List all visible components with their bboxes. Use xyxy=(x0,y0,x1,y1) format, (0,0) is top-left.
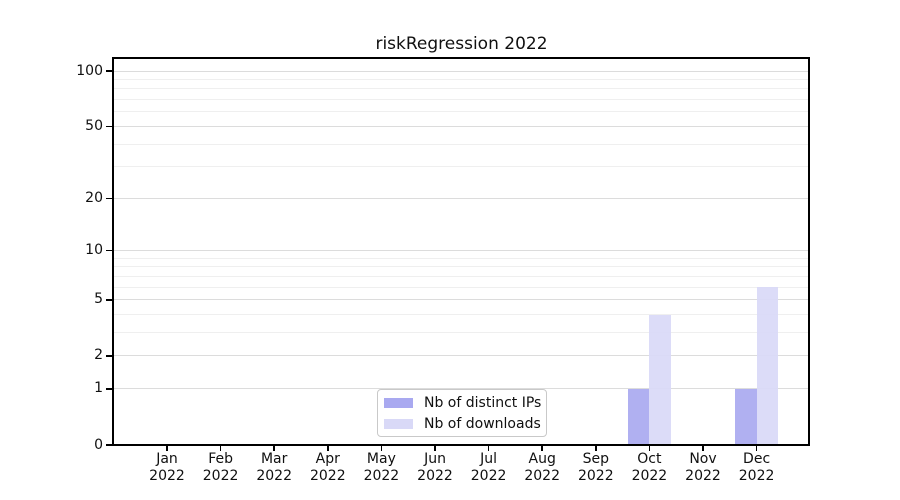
x-tick xyxy=(219,446,222,451)
x-tick-label: Dec 2022 xyxy=(727,451,787,484)
x-tick-label-line: 2022 xyxy=(202,467,239,484)
y-tick-label: 20 xyxy=(85,189,103,206)
x-tick xyxy=(541,446,543,451)
legend: Nb of distinct IPs Nb of downloads xyxy=(377,389,547,437)
y-tick-label: 2 xyxy=(94,347,103,364)
x-tick-label-line: 2022 xyxy=(309,467,346,484)
x-tick-label: Aug 2022 xyxy=(512,451,572,484)
x-tick xyxy=(166,446,168,451)
x-tick-label-line: Jul xyxy=(480,451,498,467)
x-tick xyxy=(380,446,383,451)
y-tick xyxy=(106,125,112,128)
x-tick xyxy=(434,446,436,451)
x-tick-label-line: 2022 xyxy=(577,467,614,484)
x-tick-label-line: 2022 xyxy=(685,467,721,484)
gridline-minor xyxy=(113,257,810,259)
x-tick xyxy=(648,446,651,451)
y-tick-label: 5 xyxy=(94,291,103,308)
gridline-minor xyxy=(113,314,810,316)
gridline-minor xyxy=(113,111,810,113)
gridline-minor xyxy=(113,275,810,277)
legend-label-downloads: Nb of downloads xyxy=(424,415,541,432)
x-tick-label: May 2022 xyxy=(351,451,411,484)
x-tick xyxy=(273,446,275,451)
x-tick-label-line: 2022 xyxy=(738,467,775,484)
gridline-minor xyxy=(113,88,810,90)
legend-item-distinct-ips: Nb of distinct IPs xyxy=(384,392,546,413)
bar-nb-of-distinct-ips-dec-2022 xyxy=(735,388,757,445)
x-tick-label-line: Nov xyxy=(689,451,717,467)
x-tick-label-line: Aug xyxy=(528,451,556,467)
bar-nb-of-downloads-oct-2022 xyxy=(649,314,671,445)
gridline-minor xyxy=(113,143,810,145)
gridline-minor xyxy=(113,78,810,80)
x-tick-label: Sep 2022 xyxy=(566,451,626,484)
y-tick xyxy=(106,70,112,72)
y-tick xyxy=(106,388,112,390)
gridline-minor xyxy=(113,166,810,168)
y-tick-label: 1 xyxy=(94,380,103,397)
legend-item-downloads: Nb of downloads xyxy=(384,413,546,434)
x-tick-label-line: 2022 xyxy=(631,467,668,484)
x-tick-label-line: Oct xyxy=(637,451,662,467)
x-tick-label: Jun 2022 xyxy=(405,451,465,484)
x-tick-label-line: Apr xyxy=(315,451,340,467)
x-tick-label: Mar 2022 xyxy=(244,451,304,484)
x-tick-label: Feb 2022 xyxy=(191,451,251,484)
gridline-major xyxy=(113,125,810,127)
legend-swatch-distinct-ips xyxy=(384,397,413,408)
bar-nb-of-downloads-dec-2022 xyxy=(756,287,779,445)
x-tick-label-line: 2022 xyxy=(149,467,185,484)
x-tick-label-line: Sep xyxy=(582,451,609,467)
x-tick-label: Oct 2022 xyxy=(619,451,679,484)
y-tick-label: 10 xyxy=(85,242,103,259)
x-tick-label-line: May xyxy=(366,451,396,467)
x-tick-label: Jul 2022 xyxy=(459,451,519,484)
legend-label-distinct-ips: Nb of distinct IPs xyxy=(424,394,542,411)
x-tick-label-line: Mar xyxy=(260,451,288,467)
x-tick xyxy=(327,446,329,451)
x-tick-label-line: Dec xyxy=(743,451,771,467)
x-tick-label-line: 2022 xyxy=(524,467,560,484)
legend-swatch-downloads xyxy=(384,418,413,429)
y-tick-label: 0 xyxy=(94,436,103,453)
gridline-minor xyxy=(113,266,810,268)
gridline-major xyxy=(113,197,810,199)
y-tick-label: 50 xyxy=(85,117,103,134)
x-tick xyxy=(755,446,758,451)
y-tick-label: 100 xyxy=(76,62,103,79)
gridline-minor xyxy=(113,99,810,101)
x-tick-label-line: 2022 xyxy=(417,467,453,484)
gridline-minor xyxy=(113,286,810,288)
x-tick-label: Apr 2022 xyxy=(298,451,358,484)
x-tick-label-line: 2022 xyxy=(256,467,292,484)
x-tick-label-line: Jan xyxy=(156,451,178,467)
y-tick xyxy=(106,299,112,301)
x-tick xyxy=(702,446,704,451)
gridline-major xyxy=(113,250,810,252)
x-tick-label-line: 2022 xyxy=(470,467,507,484)
x-tick-label-line: Jun xyxy=(424,451,446,467)
gridline-major xyxy=(113,70,810,72)
x-tick xyxy=(595,446,597,451)
gridline-major xyxy=(113,299,810,301)
x-tick-label-line: Feb xyxy=(208,451,233,467)
x-tick-label: Jan 2022 xyxy=(137,451,197,484)
y-tick xyxy=(106,355,112,357)
x-tick-label-line: 2022 xyxy=(363,467,400,484)
axes-box xyxy=(112,57,810,446)
x-tick xyxy=(487,446,490,451)
y-tick xyxy=(106,197,112,200)
chart-title: riskRegression 2022 xyxy=(375,34,548,54)
gridline-major xyxy=(113,355,810,357)
y-tick xyxy=(106,249,112,252)
x-tick-label: Nov 2022 xyxy=(673,451,733,484)
gridline-minor xyxy=(113,332,810,334)
bar-nb-of-distinct-ips-oct-2022 xyxy=(627,388,650,445)
y-tick xyxy=(106,444,112,446)
gridline-major xyxy=(113,388,810,390)
